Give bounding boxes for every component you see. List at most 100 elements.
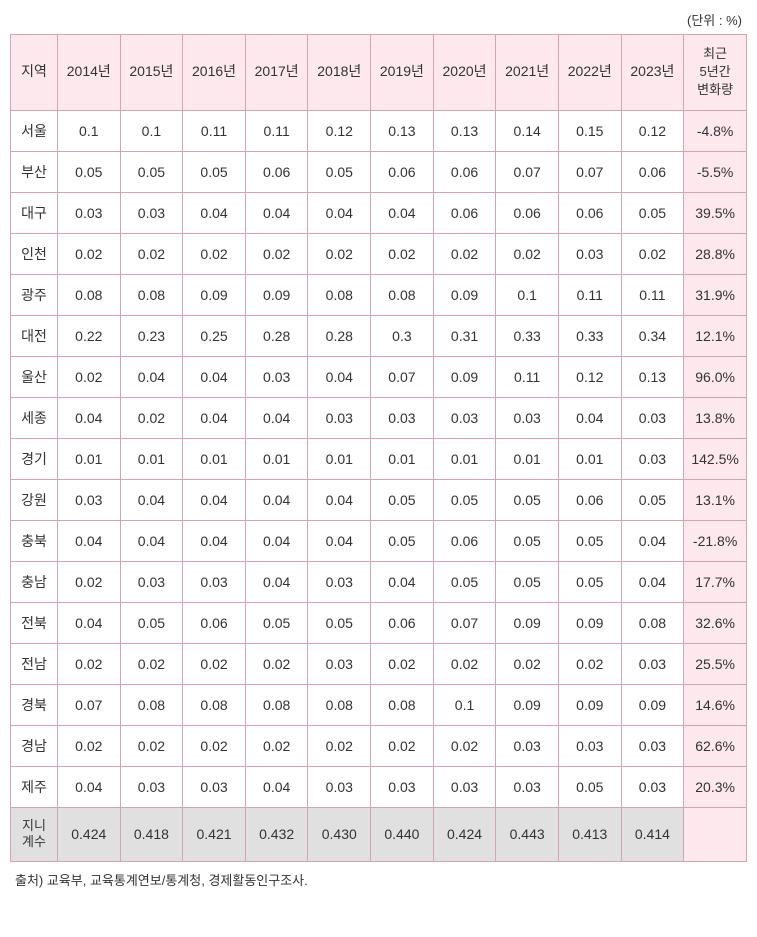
value-cell: 0.02 (57, 643, 120, 684)
gini-value-cell: 0.432 (245, 807, 308, 862)
value-cell: 0.09 (496, 602, 559, 643)
table-row: 전남0.020.020.020.020.030.020.020.020.020.… (11, 643, 747, 684)
value-cell: 0.05 (433, 479, 496, 520)
value-cell: 0.04 (183, 479, 246, 520)
value-cell: 0.02 (371, 643, 434, 684)
region-cell: 경기 (11, 438, 58, 479)
value-cell: 0.03 (621, 438, 684, 479)
value-cell: 0.01 (57, 438, 120, 479)
footnote: 출처) 교육부, 교육통계연보/통계청, 경제활동인구조사. (10, 870, 747, 889)
value-cell: 0.11 (183, 110, 246, 151)
value-cell: 0.03 (308, 766, 371, 807)
col-header-2020: 2020년 (433, 35, 496, 111)
value-cell: 0.04 (57, 602, 120, 643)
value-cell: 0.04 (558, 397, 621, 438)
value-cell: 0.04 (245, 192, 308, 233)
value-cell: 0.23 (120, 315, 183, 356)
gini-change-cell (684, 807, 747, 862)
value-cell: 0.05 (433, 561, 496, 602)
value-cell: 0.06 (371, 151, 434, 192)
region-cell: 전남 (11, 643, 58, 684)
change-cell: 28.8% (684, 233, 747, 274)
value-cell: 0.03 (57, 479, 120, 520)
value-cell: 0.04 (371, 561, 434, 602)
value-cell: 0.02 (183, 725, 246, 766)
gini-value-cell: 0.414 (621, 807, 684, 862)
value-cell: 0.02 (433, 725, 496, 766)
value-cell: 0.1 (120, 110, 183, 151)
value-cell: 0.02 (57, 233, 120, 274)
value-cell: 0.04 (245, 397, 308, 438)
value-cell: 0.12 (308, 110, 371, 151)
table-row: 경남0.020.020.020.020.020.020.020.030.030.… (11, 725, 747, 766)
value-cell: 0.01 (496, 438, 559, 479)
value-cell: 0.07 (496, 151, 559, 192)
region-cell: 경남 (11, 725, 58, 766)
value-cell: 0.03 (371, 397, 434, 438)
value-cell: 0.02 (308, 725, 371, 766)
value-cell: 0.02 (120, 233, 183, 274)
value-cell: 0.09 (558, 602, 621, 643)
value-cell: 0.04 (621, 561, 684, 602)
value-cell: 0.14 (496, 110, 559, 151)
value-cell: 0.08 (308, 684, 371, 725)
region-cell: 충남 (11, 561, 58, 602)
col-header-change: 최근5년간변화량 (684, 35, 747, 111)
table-row: 부산0.050.050.050.060.050.060.060.070.070.… (11, 151, 747, 192)
value-cell: 0.05 (57, 151, 120, 192)
value-cell: 0.02 (371, 725, 434, 766)
region-cell: 대구 (11, 192, 58, 233)
value-cell: 0.08 (371, 684, 434, 725)
value-cell: 0.05 (183, 151, 246, 192)
change-cell: 12.1% (684, 315, 747, 356)
value-cell: 0.04 (183, 192, 246, 233)
value-cell: 0.03 (621, 725, 684, 766)
value-cell: 0.03 (558, 233, 621, 274)
table-row: 대구0.030.030.040.040.040.040.060.060.060.… (11, 192, 747, 233)
value-cell: 0.09 (433, 274, 496, 315)
change-cell: -4.8% (684, 110, 747, 151)
value-cell: 0.02 (308, 233, 371, 274)
change-cell: 13.8% (684, 397, 747, 438)
value-cell: 0.04 (308, 192, 371, 233)
value-cell: 0.01 (308, 438, 371, 479)
value-cell: 0.03 (433, 766, 496, 807)
change-cell: 31.9% (684, 274, 747, 315)
value-cell: 0.03 (371, 766, 434, 807)
region-cell: 대전 (11, 315, 58, 356)
table-body: 서울0.10.10.110.110.120.130.130.140.150.12… (11, 110, 747, 862)
value-cell: 0.02 (433, 233, 496, 274)
value-cell: 0.08 (245, 684, 308, 725)
value-cell: 0.02 (183, 643, 246, 684)
value-cell: 0.08 (57, 274, 120, 315)
change-cell: 32.6% (684, 602, 747, 643)
unit-label: (단위 : %) (10, 10, 747, 29)
region-cell: 인천 (11, 233, 58, 274)
value-cell: 0.04 (308, 479, 371, 520)
value-cell: 0.09 (183, 274, 246, 315)
value-cell: 0.07 (57, 684, 120, 725)
value-cell: 0.01 (245, 438, 308, 479)
value-cell: 0.03 (245, 356, 308, 397)
value-cell: 0.13 (371, 110, 434, 151)
value-cell: 0.02 (433, 643, 496, 684)
value-cell: 0.06 (433, 151, 496, 192)
table-row: 강원0.030.040.040.040.040.050.050.050.060.… (11, 479, 747, 520)
value-cell: 0.04 (245, 561, 308, 602)
region-cell: 울산 (11, 356, 58, 397)
col-header-2016: 2016년 (183, 35, 246, 111)
value-cell: 0.02 (245, 725, 308, 766)
change-cell: -21.8% (684, 520, 747, 561)
col-header-2021: 2021년 (496, 35, 559, 111)
value-cell: 0.04 (183, 397, 246, 438)
value-cell: 0.02 (57, 356, 120, 397)
change-cell: -5.5% (684, 151, 747, 192)
value-cell: 0.06 (621, 151, 684, 192)
value-cell: 0.04 (120, 479, 183, 520)
value-cell: 0.3 (371, 315, 434, 356)
region-cell: 제주 (11, 766, 58, 807)
gini-value-cell: 0.440 (371, 807, 434, 862)
value-cell: 0.04 (621, 520, 684, 561)
value-cell: 0.1 (433, 684, 496, 725)
value-cell: 0.02 (558, 643, 621, 684)
